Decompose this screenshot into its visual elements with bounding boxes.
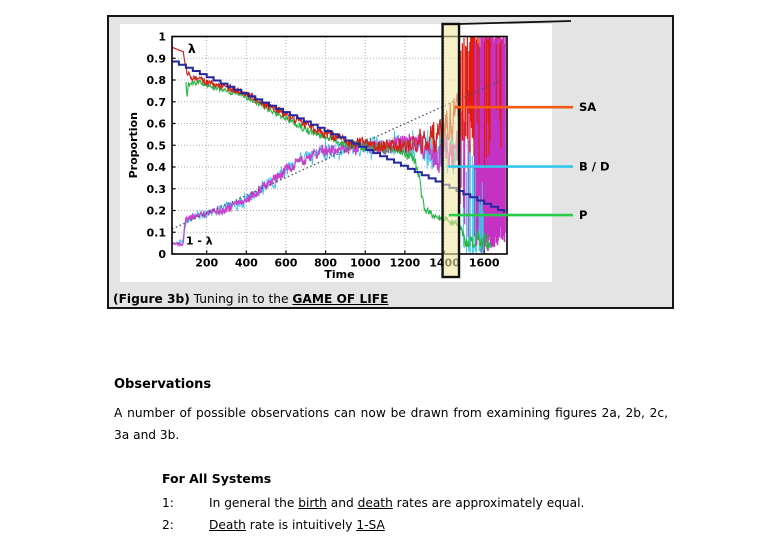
text-run: and (326, 496, 358, 510)
ytick-label: 0.7 (147, 96, 167, 109)
list-item-2: 2: Death rate is intuitively 1-SA (162, 514, 584, 536)
text-run: GAME OF LIFE (292, 292, 389, 306)
xtick-label: 1000 (350, 257, 381, 270)
text-run: birth (298, 496, 327, 510)
text-run: rates are approximately equal. (392, 496, 585, 510)
observations-heading: Observations (114, 377, 212, 392)
xtick-label: 600 (274, 257, 297, 270)
ytick-label: 0.5 (147, 139, 167, 152)
list-item-1-text: In general the birth and death rates are… (209, 492, 584, 514)
xtick-label: 1600 (469, 257, 500, 270)
band-leader-line (459, 20, 572, 25)
ytick-label: 0.1 (147, 226, 167, 239)
observations-list: 1: In general the birth and death rates … (162, 492, 584, 536)
figure-box: 0 0.1 0.2 0.3 0.4 0.5 0.6 0.7 0.8 0.9 1 200 400 600 80… (107, 15, 674, 309)
text-run: (Figure 3b) (113, 292, 190, 306)
text-run: In general the (209, 496, 299, 510)
callout-label-p: P (579, 208, 587, 222)
paragraph-line-2: 3a and 3b. (114, 428, 180, 442)
figure-caption: (Figure 3b) Tuning in to the GAME OF LIF… (113, 293, 388, 305)
paragraph-line-1: A number of possible observations can no… (114, 406, 668, 420)
list-item-1-number: 1: (162, 496, 174, 510)
text-run: 1-SA (356, 518, 385, 532)
ytick-label: 0 (158, 248, 166, 261)
list-item-2-number: 2: (162, 518, 174, 532)
callout-label-sa: SA (579, 100, 596, 114)
xtick-label: 400 (235, 257, 258, 270)
x-axis-label: Time (324, 268, 354, 281)
xtick-label: 800 (314, 257, 337, 270)
text-run: Death (209, 518, 246, 532)
series-sa (172, 46, 459, 154)
list-item-1: 1: In general the birth and death rates … (162, 492, 584, 514)
one-minus-lambda-annotation: 1 - λ (186, 234, 213, 247)
list-item-2-text: Death rate is intuitively 1-SA (209, 514, 385, 536)
xtick-label: 1200 (390, 257, 421, 270)
xtick-label: 200 (195, 257, 218, 270)
ytick-label: 0.4 (147, 161, 167, 174)
text-run: Tuning in to the (189, 292, 293, 306)
series-sa-burst-2 (476, 36, 502, 166)
series-prey-tail (458, 221, 492, 250)
ytick-label: 0.8 (147, 74, 167, 87)
text-run: rate is intuitively (245, 518, 357, 532)
lambda-annotation: λ (188, 41, 196, 56)
y-axis-label: Proportion (127, 112, 140, 178)
highlight-band (441, 22, 461, 279)
ytick-label: 0.3 (147, 183, 167, 196)
observations-paragraph: A number of possible observations can no… (114, 402, 668, 446)
ytick-label: 1 (158, 31, 166, 44)
for-all-systems-heading: For All Systems (162, 471, 272, 486)
callout-label-bd: B / D (579, 160, 610, 174)
text-run: death (357, 496, 393, 510)
ytick-label: 0.9 (147, 52, 167, 65)
ytick-label: 0.2 (147, 205, 167, 218)
ytick-label: 0.6 (147, 118, 167, 131)
axis-ticks (172, 35, 485, 255)
